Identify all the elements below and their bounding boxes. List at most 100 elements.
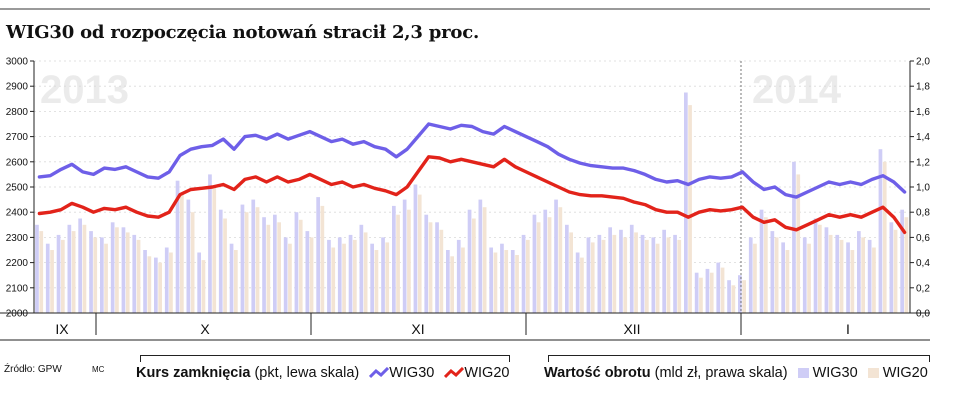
bar-wig30 bbox=[35, 224, 39, 313]
legend-bracket bbox=[140, 355, 510, 362]
y-right-tick-label: 0,8 bbox=[916, 208, 930, 219]
legend-item-wig20-line: WIG20 bbox=[444, 365, 509, 381]
bar-wig30 bbox=[889, 222, 894, 313]
bar-wig30 bbox=[673, 234, 677, 313]
bar-wig20 bbox=[169, 252, 173, 313]
bar-wig20 bbox=[407, 209, 411, 313]
bar-wig20 bbox=[363, 232, 368, 313]
bar-wig30 bbox=[89, 231, 93, 313]
chart-title: WIG30 od rozpoczęcia notowań stracił 2,3… bbox=[6, 22, 480, 43]
bar-wig30 bbox=[813, 218, 818, 313]
credit-note: MC bbox=[92, 365, 105, 374]
bar-wig30 bbox=[446, 250, 450, 313]
bar-wig30 bbox=[532, 214, 537, 313]
bar-wig20 bbox=[180, 193, 184, 313]
month-label: I bbox=[846, 321, 850, 337]
legend-obrot-note: (mld zł, prawa skala) bbox=[654, 365, 788, 381]
bar-wig30 bbox=[900, 209, 904, 313]
bar-wig30 bbox=[240, 204, 245, 313]
bar-wig30 bbox=[662, 229, 666, 313]
bar-wig20 bbox=[807, 243, 811, 313]
legend-item-label: WIG30 bbox=[389, 365, 435, 381]
bar-wig20 bbox=[753, 243, 757, 313]
bar-wig20 bbox=[893, 229, 898, 313]
bar-wig30 bbox=[78, 218, 82, 313]
bar-wig30 bbox=[867, 239, 872, 313]
y-left-tick-label: 3000 bbox=[6, 57, 29, 68]
bar-wig20 bbox=[385, 242, 390, 313]
bar-wig30 bbox=[273, 214, 277, 313]
line-wig20 bbox=[37, 155, 907, 235]
legend-item-wig30-bar: WIG30 bbox=[797, 365, 858, 381]
bar-wig20 bbox=[277, 222, 281, 313]
bar-wig30 bbox=[348, 234, 353, 313]
y-left-tick-label: 2300 bbox=[6, 233, 29, 244]
bar-wig30 bbox=[608, 227, 612, 313]
y-right-tick-label: 0,0 bbox=[916, 309, 930, 320]
bar-wig30 bbox=[305, 231, 310, 313]
bar-wig30 bbox=[208, 174, 212, 313]
y-left-tick-label: 2400 bbox=[6, 208, 29, 219]
bar-wig20 bbox=[709, 272, 714, 313]
bar-wig20 bbox=[71, 231, 76, 313]
bar-wig20 bbox=[580, 257, 584, 313]
bar-wig20 bbox=[223, 218, 227, 313]
bar-wig30 bbox=[413, 184, 418, 313]
bar-wig20 bbox=[504, 250, 509, 313]
bar-wig20 bbox=[666, 237, 671, 313]
bar-wig30 bbox=[478, 199, 483, 313]
bar-wig30 bbox=[154, 257, 158, 313]
y-left-tick-label: 2200 bbox=[6, 258, 29, 269]
bar-wig30 bbox=[716, 262, 721, 313]
y-right-tick-label: 0,6 bbox=[916, 233, 930, 244]
bar-wig30 bbox=[45, 243, 50, 313]
bar-wig20 bbox=[850, 250, 855, 313]
bar-wig30 bbox=[164, 247, 169, 313]
line-swatch-icon bbox=[444, 367, 465, 379]
bar-wig20 bbox=[309, 237, 314, 313]
bar-wig30 bbox=[629, 224, 634, 313]
legend-item-wig20-bar: WIG20 bbox=[867, 365, 928, 381]
month-label: IX bbox=[55, 321, 69, 337]
bar-wig30 bbox=[424, 214, 429, 313]
bar-wig30 bbox=[327, 239, 331, 313]
bar-wig20 bbox=[731, 285, 736, 313]
bar-wig30 bbox=[640, 234, 645, 313]
bar-wig20 bbox=[677, 239, 682, 313]
bar-wig20 bbox=[645, 239, 649, 313]
bar-wig30 bbox=[554, 199, 558, 313]
bar-wig20 bbox=[298, 219, 303, 313]
legend-item-wig30-line: WIG30 bbox=[369, 365, 434, 381]
year-label: 2013 bbox=[40, 68, 129, 112]
legend-item-label: WIG30 bbox=[812, 365, 858, 381]
line-swatch-icon bbox=[369, 367, 390, 379]
bar-wig20 bbox=[147, 256, 152, 313]
bar-wig30 bbox=[694, 272, 699, 313]
bar-wig30 bbox=[748, 237, 753, 313]
bar-wig30 bbox=[143, 250, 147, 313]
bar-wig30 bbox=[402, 199, 407, 313]
bar-wig30 bbox=[738, 275, 742, 313]
bar-wig20 bbox=[288, 243, 292, 313]
bar-wig20 bbox=[244, 212, 249, 313]
month-label: XII bbox=[623, 321, 640, 337]
bar-wig30 bbox=[500, 243, 504, 313]
legend-item-label: WIG20 bbox=[882, 365, 928, 381]
bar-wig20 bbox=[699, 277, 703, 313]
bar-wig20 bbox=[774, 237, 779, 313]
bar-wig30 bbox=[110, 222, 115, 313]
bar-wig30 bbox=[651, 237, 656, 313]
year-label: 2014 bbox=[752, 68, 842, 112]
y-right-tick-label: 1,8 bbox=[916, 82, 930, 93]
legend-item-label: WIG20 bbox=[464, 365, 510, 381]
y-right-tick-label: 0,4 bbox=[916, 258, 930, 269]
bar-wig20 bbox=[515, 255, 519, 313]
y-right-tick-label: 1,6 bbox=[916, 107, 930, 118]
bar-wig20 bbox=[190, 212, 195, 313]
bar-wig30 bbox=[294, 212, 299, 313]
bar-wig20 bbox=[374, 250, 379, 313]
bar-wig20 bbox=[136, 239, 141, 313]
bar-wig20 bbox=[828, 234, 833, 313]
bar-wig20 bbox=[655, 243, 660, 313]
